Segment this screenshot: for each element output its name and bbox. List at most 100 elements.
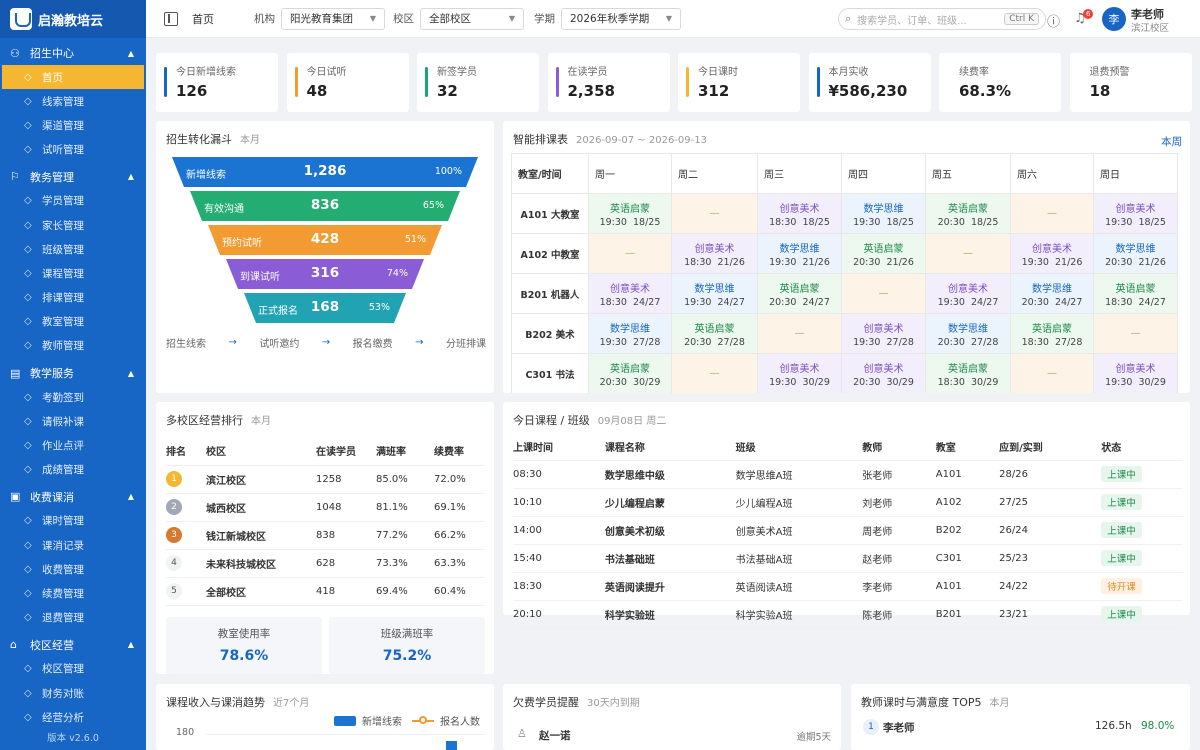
- schedule-slot[interactable]: 创意美术 19:30 30/29: [1093, 353, 1178, 393]
- schedule-empty-slot[interactable]: —: [1093, 313, 1178, 354]
- schedule-slot[interactable]: 数学思维 20:30 21/26: [1093, 233, 1178, 274]
- schedule-empty-slot[interactable]: —: [1010, 193, 1094, 234]
- sidebar-item[interactable]: ◇ 考勤签到: [0, 385, 146, 409]
- schedule-empty-slot[interactable]: —: [671, 353, 758, 393]
- today-row[interactable]: 20:10 科学实验班 科学实验A班 陈老师 B201 23/21 上课中: [513, 600, 1183, 629]
- schedule-slot[interactable]: 数学思维 19:30 21/26: [757, 233, 842, 274]
- schedule-slot[interactable]: 数学思维 19:30 24/27: [671, 273, 758, 314]
- sidebar-item[interactable]: ◇ 排课管理: [0, 286, 146, 310]
- schedule-slot[interactable]: 数学思维 20:30 24/27: [1010, 273, 1094, 314]
- sidebar-group-4[interactable]: ⌂ 校区经营 ▲: [0, 633, 146, 657]
- sidebar-item[interactable]: ◇ 经营分析: [0, 705, 146, 729]
- schedule-slot[interactable]: 英语启蒙 20:30 21/26: [841, 233, 926, 274]
- sidebar-item[interactable]: ◇ 渠道管理: [0, 113, 146, 137]
- schedule-empty-slot[interactable]: —: [757, 313, 842, 354]
- sidebar-item[interactable]: ◇ 教室管理: [0, 310, 146, 334]
- schedule-slot[interactable]: 创意美术 18:30 21/26: [671, 233, 758, 274]
- sidebar-item[interactable]: ◇ 校区管理: [0, 657, 146, 681]
- sidebar-toggle-icon[interactable]: [164, 11, 178, 26]
- schedule-slot[interactable]: 创意美术 19:30 21/26: [1010, 233, 1094, 274]
- schedule-slot[interactable]: 创意美术 19:30 27/28: [841, 313, 926, 354]
- schedule-slot[interactable]: 创意美术 19:30 30/29: [757, 353, 842, 393]
- sidebar-item[interactable]: ◇ 班级管理: [0, 237, 146, 261]
- sidebar-item[interactable]: ◇ 课程管理: [0, 261, 146, 285]
- kpi-card[interactable]: 新签学员 32: [417, 53, 539, 112]
- sidebar-item[interactable]: ◇ 首页: [2, 65, 144, 90]
- funnel-stage[interactable]: 正式报名 168 53%: [244, 293, 406, 323]
- ranking-row[interactable]: 1 滨江校区 1258 85.0% 72.0%: [166, 465, 484, 494]
- sidebar-item[interactable]: ◇ 课时管理: [0, 509, 146, 533]
- kpi-card[interactable]: 续费率 68.3%: [939, 53, 1061, 112]
- breadcrumb-home[interactable]: 首页: [192, 12, 214, 26]
- schedule-slot[interactable]: 英语启蒙 18:30 30/29: [925, 353, 1011, 393]
- funnel-stage[interactable]: 新增线索 1,286 100%: [172, 157, 478, 187]
- avatar[interactable]: 李: [1102, 7, 1126, 31]
- today-row[interactable]: 14:00 创意美术初级 创意美术A班 周老师 B202 26/24 上课中: [513, 516, 1183, 545]
- sidebar-item[interactable]: ◇ 教师管理: [0, 334, 146, 358]
- schedule-slot[interactable]: 英语启蒙 20:30 27/28: [671, 313, 758, 354]
- kpi-card[interactable]: 今日试听 48: [286, 53, 409, 112]
- schedule-slot[interactable]: 创意美术 19:30 24/27: [925, 273, 1011, 314]
- schedule-view-link[interactable]: 本周: [1161, 136, 1182, 148]
- kpi-card[interactable]: 在读学员 2,358: [547, 53, 670, 112]
- sidebar-item[interactable]: ◇ 财务对账: [0, 681, 146, 705]
- ranking-row[interactable]: 2 城西校区 1048 81.1% 69.1%: [166, 493, 484, 522]
- sidebar-item[interactable]: ◇ 线索管理: [0, 89, 146, 113]
- kpi-card[interactable]: 本月实收 ¥586,230: [808, 53, 931, 112]
- kpi-card[interactable]: 退费预警 18: [1069, 53, 1192, 112]
- funnel-stage[interactable]: 预约试听 428 51%: [208, 225, 442, 255]
- bell-icon[interactable]: ♫: [1074, 11, 1086, 26]
- sidebar-item[interactable]: ◇ 学员管理: [0, 189, 146, 213]
- sidebar-item[interactable]: ◇ 续费管理: [0, 581, 146, 605]
- sidebar-item[interactable]: ◇ 试听管理: [0, 138, 146, 162]
- app-logo[interactable]: 启瀚教培云: [0, 0, 146, 38]
- schedule-slot[interactable]: 英语启蒙 20:30 18/25: [925, 193, 1011, 234]
- schedule-slot[interactable]: 数学思维 19:30 27/28: [588, 313, 672, 354]
- today-row[interactable]: 08:30 数学思维中级 数学思维A班 张老师 A101 28/26 上课中: [513, 460, 1183, 489]
- teacher-name[interactable]: 李老师: [883, 722, 915, 734]
- sidebar-item[interactable]: ◇ 作业点评: [0, 433, 146, 457]
- term-select[interactable]: 2026年秋季学期 ▼: [561, 7, 681, 30]
- funnel-stage[interactable]: 有效沟通 836 65%: [190, 191, 460, 221]
- schedule-empty-slot[interactable]: —: [841, 273, 926, 314]
- search-input[interactable]: ⌕ 搜索学员、订单、班级... Ctrl K: [838, 8, 1046, 30]
- help-icon[interactable]: ⓘ: [1047, 15, 1061, 30]
- sidebar-item[interactable]: ◇ 收费管理: [0, 557, 146, 581]
- today-row[interactable]: 18:30 英语阅读提升 英语阅读A班 李老师 A101 24/22 待开课: [513, 572, 1183, 601]
- funnel-stage[interactable]: 到课试听 316 74%: [226, 259, 424, 289]
- schedule-empty-slot[interactable]: —: [925, 233, 1011, 274]
- today-row[interactable]: 15:40 书法基础班 书法基础A班 赵老师 C301 25/23 上课中: [513, 544, 1183, 573]
- sidebar-item[interactable]: ◇ 家长管理: [0, 213, 146, 237]
- user-name[interactable]: 李老师: [1131, 8, 1164, 21]
- schedule-slot[interactable]: 数学思维 20:30 27/28: [925, 313, 1011, 354]
- schedule-slot[interactable]: 英语启蒙 19:30 18/25: [588, 193, 672, 234]
- schedule-slot[interactable]: 数学思维 19:30 18/25: [841, 193, 926, 234]
- sidebar-group-3[interactable]: ▣ 收费课消 ▲: [0, 485, 146, 509]
- schedule-slot[interactable]: 创意美术 20:30 30/29: [841, 353, 926, 393]
- schedule-empty-slot[interactable]: —: [588, 233, 672, 274]
- arrears-student-name[interactable]: 赵一诺: [539, 730, 571, 742]
- sidebar-item[interactable]: ◇ 成绩管理: [0, 458, 146, 482]
- sidebar-group-2[interactable]: ▤ 教学服务 ▲: [0, 361, 146, 385]
- schedule-empty-slot[interactable]: —: [671, 193, 758, 234]
- sidebar-group-1[interactable]: ⚐ 教务管理 ▲: [0, 165, 146, 189]
- kpi-card[interactable]: 今日新增线索 126: [156, 53, 278, 112]
- today-row[interactable]: 10:10 少儿编程启蒙 少儿编程A班 刘老师 A102 27/25 上课中: [513, 488, 1183, 517]
- schedule-empty-slot[interactable]: —: [1010, 353, 1094, 393]
- sidebar-group-0[interactable]: ⚇ 招生中心 ▲: [0, 41, 146, 65]
- schedule-slot[interactable]: 英语启蒙 20:30 30/29: [588, 353, 672, 393]
- schedule-slot[interactable]: 英语启蒙 20:30 24/27: [757, 273, 842, 314]
- schedule-slot[interactable]: 英语启蒙 18:30 24/27: [1093, 273, 1178, 314]
- sidebar-item[interactable]: ◇ 请假补课: [0, 409, 146, 433]
- sidebar-item[interactable]: ◇ 课消记录: [0, 533, 146, 557]
- schedule-slot[interactable]: 创意美术 18:30 24/27: [588, 273, 672, 314]
- ranking-row[interactable]: 5 全部校区 418 69.4% 60.4%: [166, 577, 484, 606]
- org-select[interactable]: 阳光教育集团 ▼: [281, 7, 385, 30]
- campus-select[interactable]: 全部校区 ▼: [420, 7, 524, 30]
- schedule-slot[interactable]: 创意美术 19:30 18/25: [1093, 193, 1178, 234]
- ranking-row[interactable]: 4 未来科技城校区 628 73.3% 63.3%: [166, 549, 484, 578]
- ranking-row[interactable]: 3 钱江新城校区 838 77.2% 66.2%: [166, 521, 484, 550]
- sidebar-item[interactable]: ◇ 退费管理: [0, 606, 146, 630]
- kpi-card[interactable]: 今日课时 312: [678, 53, 800, 112]
- schedule-slot[interactable]: 创意美术 18:30 18/25: [757, 193, 842, 234]
